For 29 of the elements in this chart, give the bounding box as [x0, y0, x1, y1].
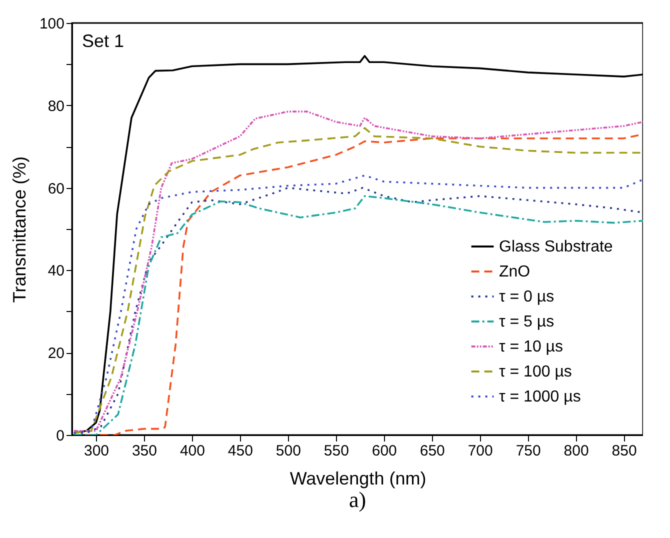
y-tick-label: 60 — [48, 180, 64, 198]
legend-label: τ = 100 µs — [499, 364, 572, 380]
x-tick-label: 850 — [612, 442, 637, 460]
x-tick-label: 700 — [468, 442, 493, 460]
x-tick-label: 300 — [84, 442, 110, 460]
x-tick-label: 650 — [420, 442, 445, 460]
y-tick-label: 80 — [48, 98, 64, 115]
text: a) — [348, 487, 366, 512]
x-tick-label: 450 — [228, 442, 253, 460]
y-tick-label: 40 — [48, 262, 64, 280]
y-tick-label: 0 — [56, 428, 64, 444]
x-tick-label: 750 — [516, 442, 541, 460]
legend-label: ZnO — [499, 264, 530, 280]
x-axis-title: Wavelength (nm) — [290, 468, 426, 488]
annotation: Set 1 — [82, 31, 124, 51]
x-tick-label: 800 — [564, 442, 589, 460]
y-tick-label: 20 — [48, 345, 64, 362]
x-tick-label: 600 — [372, 442, 397, 460]
x-tick-label: 550 — [324, 442, 349, 460]
legend-label: τ = 1000 µs — [499, 388, 581, 406]
x-tick-label: 500 — [276, 442, 301, 460]
y-tick-label: 100 — [39, 16, 64, 32]
x-tick-label: 400 — [180, 442, 205, 460]
legend-label: τ = 10 µs — [499, 338, 564, 356]
x-tick-label: 350 — [132, 442, 157, 460]
legend-label: Glass Substrate — [499, 238, 613, 256]
y-axis-title: Transmittance (%) — [9, 156, 30, 303]
legend-label: τ = 5 µs — [499, 314, 554, 330]
legend-label: τ = 0 µs — [499, 288, 554, 306]
